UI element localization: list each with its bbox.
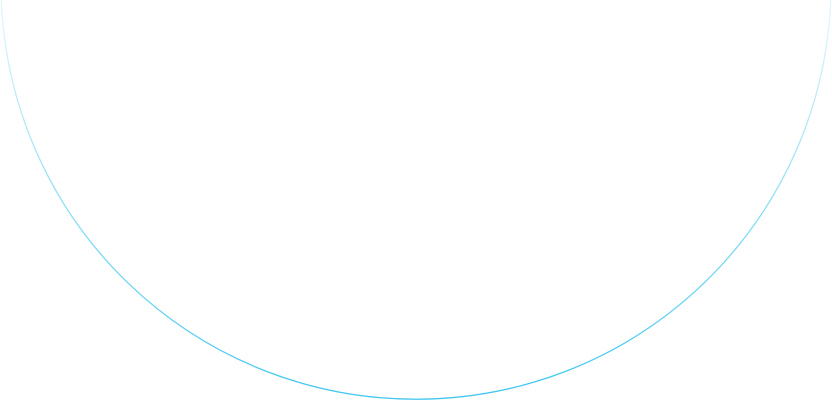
semicircle-arc bbox=[0, 0, 832, 400]
decorative-arc bbox=[0, 0, 832, 400]
